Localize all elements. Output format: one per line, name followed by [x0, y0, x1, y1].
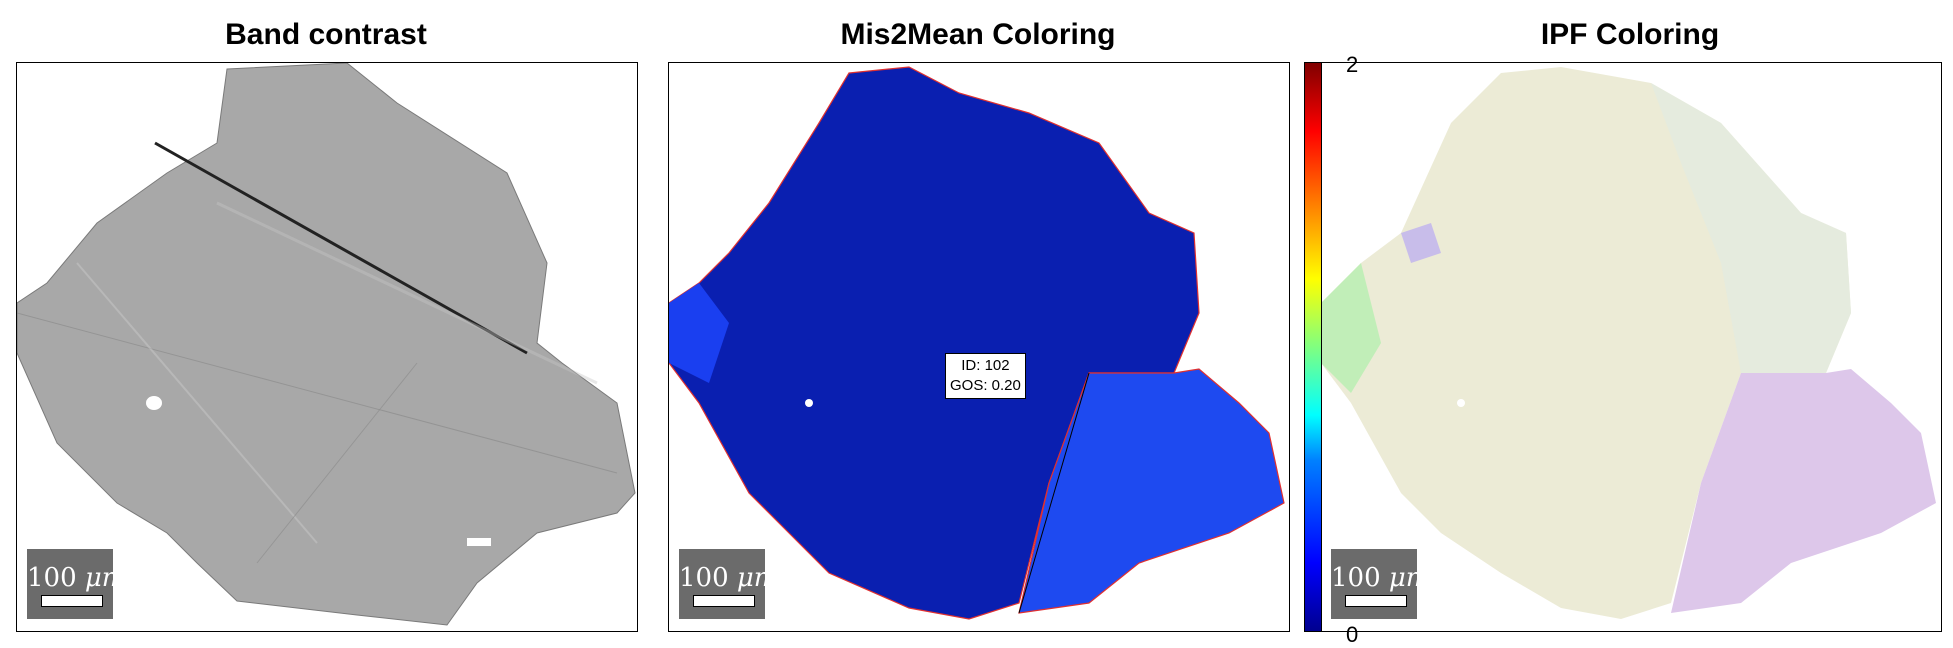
scale-bar: 100 μm	[27, 549, 113, 619]
mis2mean-map: ID: 102 GOS: 0.20 100 μm	[668, 62, 1290, 632]
scale-bar-line	[1345, 595, 1407, 607]
scale-bar: 100 μm	[1331, 549, 1417, 619]
scale-bar-line	[693, 595, 755, 607]
ipf-image	[1321, 67, 1936, 619]
ipf-map: 100 μm	[1320, 62, 1942, 632]
grain-datatip: ID: 102 GOS: 0.20	[945, 353, 1026, 399]
colorbar	[1304, 62, 1322, 632]
mis2mean-image	[669, 66, 1285, 620]
scale-bar: 100 μm	[679, 549, 765, 619]
band-contrast-map: 100 μm	[16, 62, 638, 632]
mis2mean-title: Mis2Mean Coloring	[840, 18, 1116, 51]
colorbar-min-label: 0	[1346, 622, 1359, 647]
scale-bar-label: 100 μm	[27, 563, 113, 593]
scale-bar-label: 100 μm	[1331, 563, 1417, 593]
ipf-title: IPF Coloring	[1540, 18, 1720, 51]
colorbar-max-label: 2	[1346, 52, 1359, 77]
grain-region	[17, 63, 636, 626]
band-contrast-image	[17, 63, 636, 626]
scale-bar-label: 100 μm	[679, 563, 765, 593]
grain-region-pink	[1671, 369, 1936, 613]
scale-bar-line	[41, 595, 103, 607]
grain-region-bright	[1018, 368, 1285, 614]
crack-line	[154, 141, 528, 355]
band-contrast-title: Band contrast	[225, 18, 427, 51]
